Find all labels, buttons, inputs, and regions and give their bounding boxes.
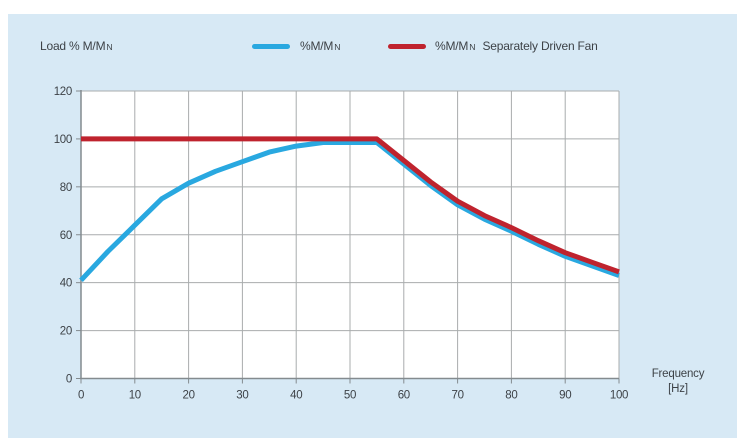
legend-label-fan-text: %M/M [435,39,469,53]
y-axis-unit-label-text: Load % M/M [40,39,106,53]
y-tick-label: 40 [60,278,72,290]
x-tick-label: 80 [505,390,517,402]
x-axis-title-line2: [Hz] [668,383,688,395]
x-tick-label: 70 [451,390,463,402]
series-motor-line [79,140,620,283]
x-tick-label: 10 [129,390,141,402]
legend-label-motor: %M/MN [300,39,340,54]
x-tick-label: 60 [398,390,410,402]
legend-label-fan-subscript: N [469,42,476,52]
y-tick-label: 60 [60,230,72,242]
legend-label-fan: %M/MN Separately Driven Fan [435,39,598,54]
y-axis-unit-label-subscript: N [106,42,113,52]
x-tick-label: 40 [290,390,302,402]
x-tick-label: 0 [78,390,84,402]
y-tick-label: 100 [54,134,72,146]
x-tick-label: 20 [182,390,194,402]
y-axis-unit-label: Load % M/MN [40,39,113,54]
y-tick-label: 0 [66,374,72,386]
x-axis-title-line1: Frequency [651,368,705,380]
legend-label-motor-text: %M/M [300,39,334,53]
legend-label-motor-subscript: N [334,42,341,52]
x-tick-label: 90 [559,390,571,402]
x-axis-title: Frequency [Hz] [640,367,716,397]
legend-label-fan-suffix: Separately Driven Fan [482,39,598,53]
legend-swatch-fan [388,44,426,49]
y-tick-label: 80 [60,182,72,194]
x-tick-label: 100 [610,390,628,402]
x-tick-label: 30 [236,390,248,402]
y-tick-label: 120 [54,86,72,98]
x-tick-label: 50 [344,390,356,402]
y-tick-label: 20 [60,326,72,338]
legend-swatch-motor [252,44,290,49]
series-fan-line [81,136,620,275]
